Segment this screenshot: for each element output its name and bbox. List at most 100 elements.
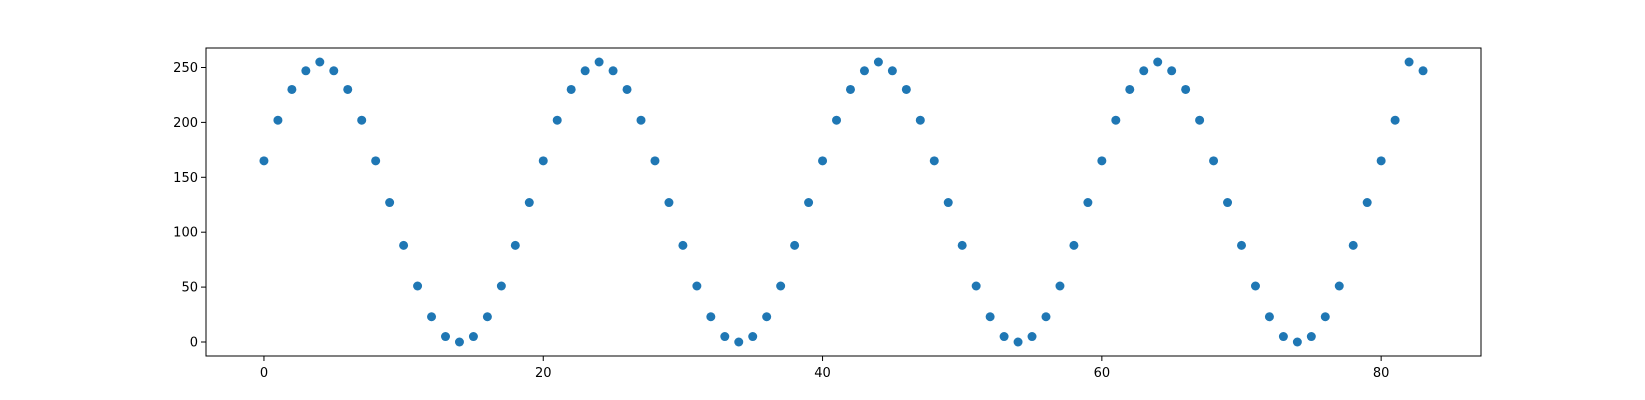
data-point <box>329 66 339 76</box>
data-point <box>454 337 464 347</box>
data-point <box>971 281 981 291</box>
data-point <box>873 57 883 67</box>
data-point <box>273 115 283 125</box>
data-point <box>552 115 562 125</box>
data-point <box>301 66 311 76</box>
data-point <box>1264 312 1274 322</box>
data-point <box>524 198 534 208</box>
plot-area <box>206 48 1481 356</box>
x-tick-label: 60 <box>1094 366 1111 381</box>
data-point <box>1209 156 1219 166</box>
data-point <box>1083 198 1093 208</box>
data-point <box>343 84 353 94</box>
data-point <box>468 332 478 342</box>
y-tick-label: 250 <box>173 61 198 76</box>
data-point <box>510 240 520 250</box>
data-point <box>1041 312 1051 322</box>
data-point <box>957 240 967 250</box>
data-point <box>887 66 897 76</box>
data-point <box>1027 332 1037 342</box>
data-point <box>734 337 744 347</box>
data-point <box>790 240 800 250</box>
data-point <box>901 84 911 94</box>
data-point <box>748 332 758 342</box>
data-point <box>1390 115 1400 125</box>
data-point <box>1306 332 1316 342</box>
y-tick-label: 0 <box>190 336 198 351</box>
data-point <box>1292 337 1302 347</box>
data-point <box>1013 337 1023 347</box>
data-point <box>776 281 786 291</box>
data-point <box>413 281 423 291</box>
x-tick-label: 40 <box>814 366 831 381</box>
y-tick-label: 50 <box>181 281 198 296</box>
data-point <box>720 332 730 342</box>
data-point <box>1362 198 1372 208</box>
data-point <box>1069 240 1079 250</box>
data-point <box>1250 281 1260 291</box>
data-point <box>999 332 1009 342</box>
data-point <box>832 115 842 125</box>
data-point <box>580 66 590 76</box>
data-points <box>259 57 1428 347</box>
data-point <box>441 332 450 342</box>
y-tick-label: 150 <box>173 171 198 186</box>
data-point <box>1167 66 1177 76</box>
data-point <box>762 312 772 322</box>
y-axis: 0 50 100 150 200 250 <box>173 61 206 351</box>
data-point <box>859 66 869 76</box>
x-tick-label: 20 <box>535 366 552 381</box>
data-point <box>385 198 395 208</box>
data-point <box>538 156 548 166</box>
data-point <box>608 66 618 76</box>
data-point <box>1278 332 1288 342</box>
data-point <box>259 156 269 166</box>
data-point <box>1097 156 1107 166</box>
plot-frame <box>205 47 1482 357</box>
data-point <box>845 84 855 94</box>
x-axis: 0 20 40 60 80 <box>260 356 1390 381</box>
data-point <box>357 115 367 125</box>
data-point <box>1348 240 1358 250</box>
data-point <box>594 57 604 67</box>
data-point <box>1153 57 1163 67</box>
data-point <box>650 156 660 166</box>
data-point <box>1404 57 1414 67</box>
data-point <box>985 312 995 322</box>
data-point <box>427 312 437 322</box>
data-point <box>1125 84 1135 94</box>
data-point <box>678 240 688 250</box>
data-point <box>1111 115 1121 125</box>
data-point <box>692 281 702 291</box>
data-point <box>1195 115 1205 125</box>
data-point <box>1055 281 1065 291</box>
data-point <box>566 84 576 94</box>
data-point <box>929 156 939 166</box>
data-point <box>371 156 381 166</box>
data-point <box>496 281 506 291</box>
x-tick-label: 0 <box>260 366 268 381</box>
data-point <box>706 312 716 322</box>
y-tick-label: 200 <box>173 116 198 131</box>
data-point <box>1223 198 1233 208</box>
data-point <box>482 312 492 322</box>
data-point <box>1237 240 1246 250</box>
data-point <box>622 84 632 94</box>
data-point <box>1418 66 1428 76</box>
data-point <box>315 57 325 67</box>
data-point <box>399 240 409 250</box>
data-point <box>636 115 646 125</box>
data-point <box>287 84 297 94</box>
y-tick-label: 100 <box>173 226 198 241</box>
data-point <box>818 156 828 166</box>
data-point <box>804 198 814 208</box>
data-point <box>1139 66 1149 76</box>
data-point <box>915 115 925 125</box>
data-point <box>1376 156 1386 166</box>
data-point <box>1320 312 1330 322</box>
x-tick-label: 80 <box>1373 366 1390 381</box>
data-point <box>943 198 953 208</box>
data-point <box>1181 84 1191 94</box>
data-point <box>664 198 674 208</box>
